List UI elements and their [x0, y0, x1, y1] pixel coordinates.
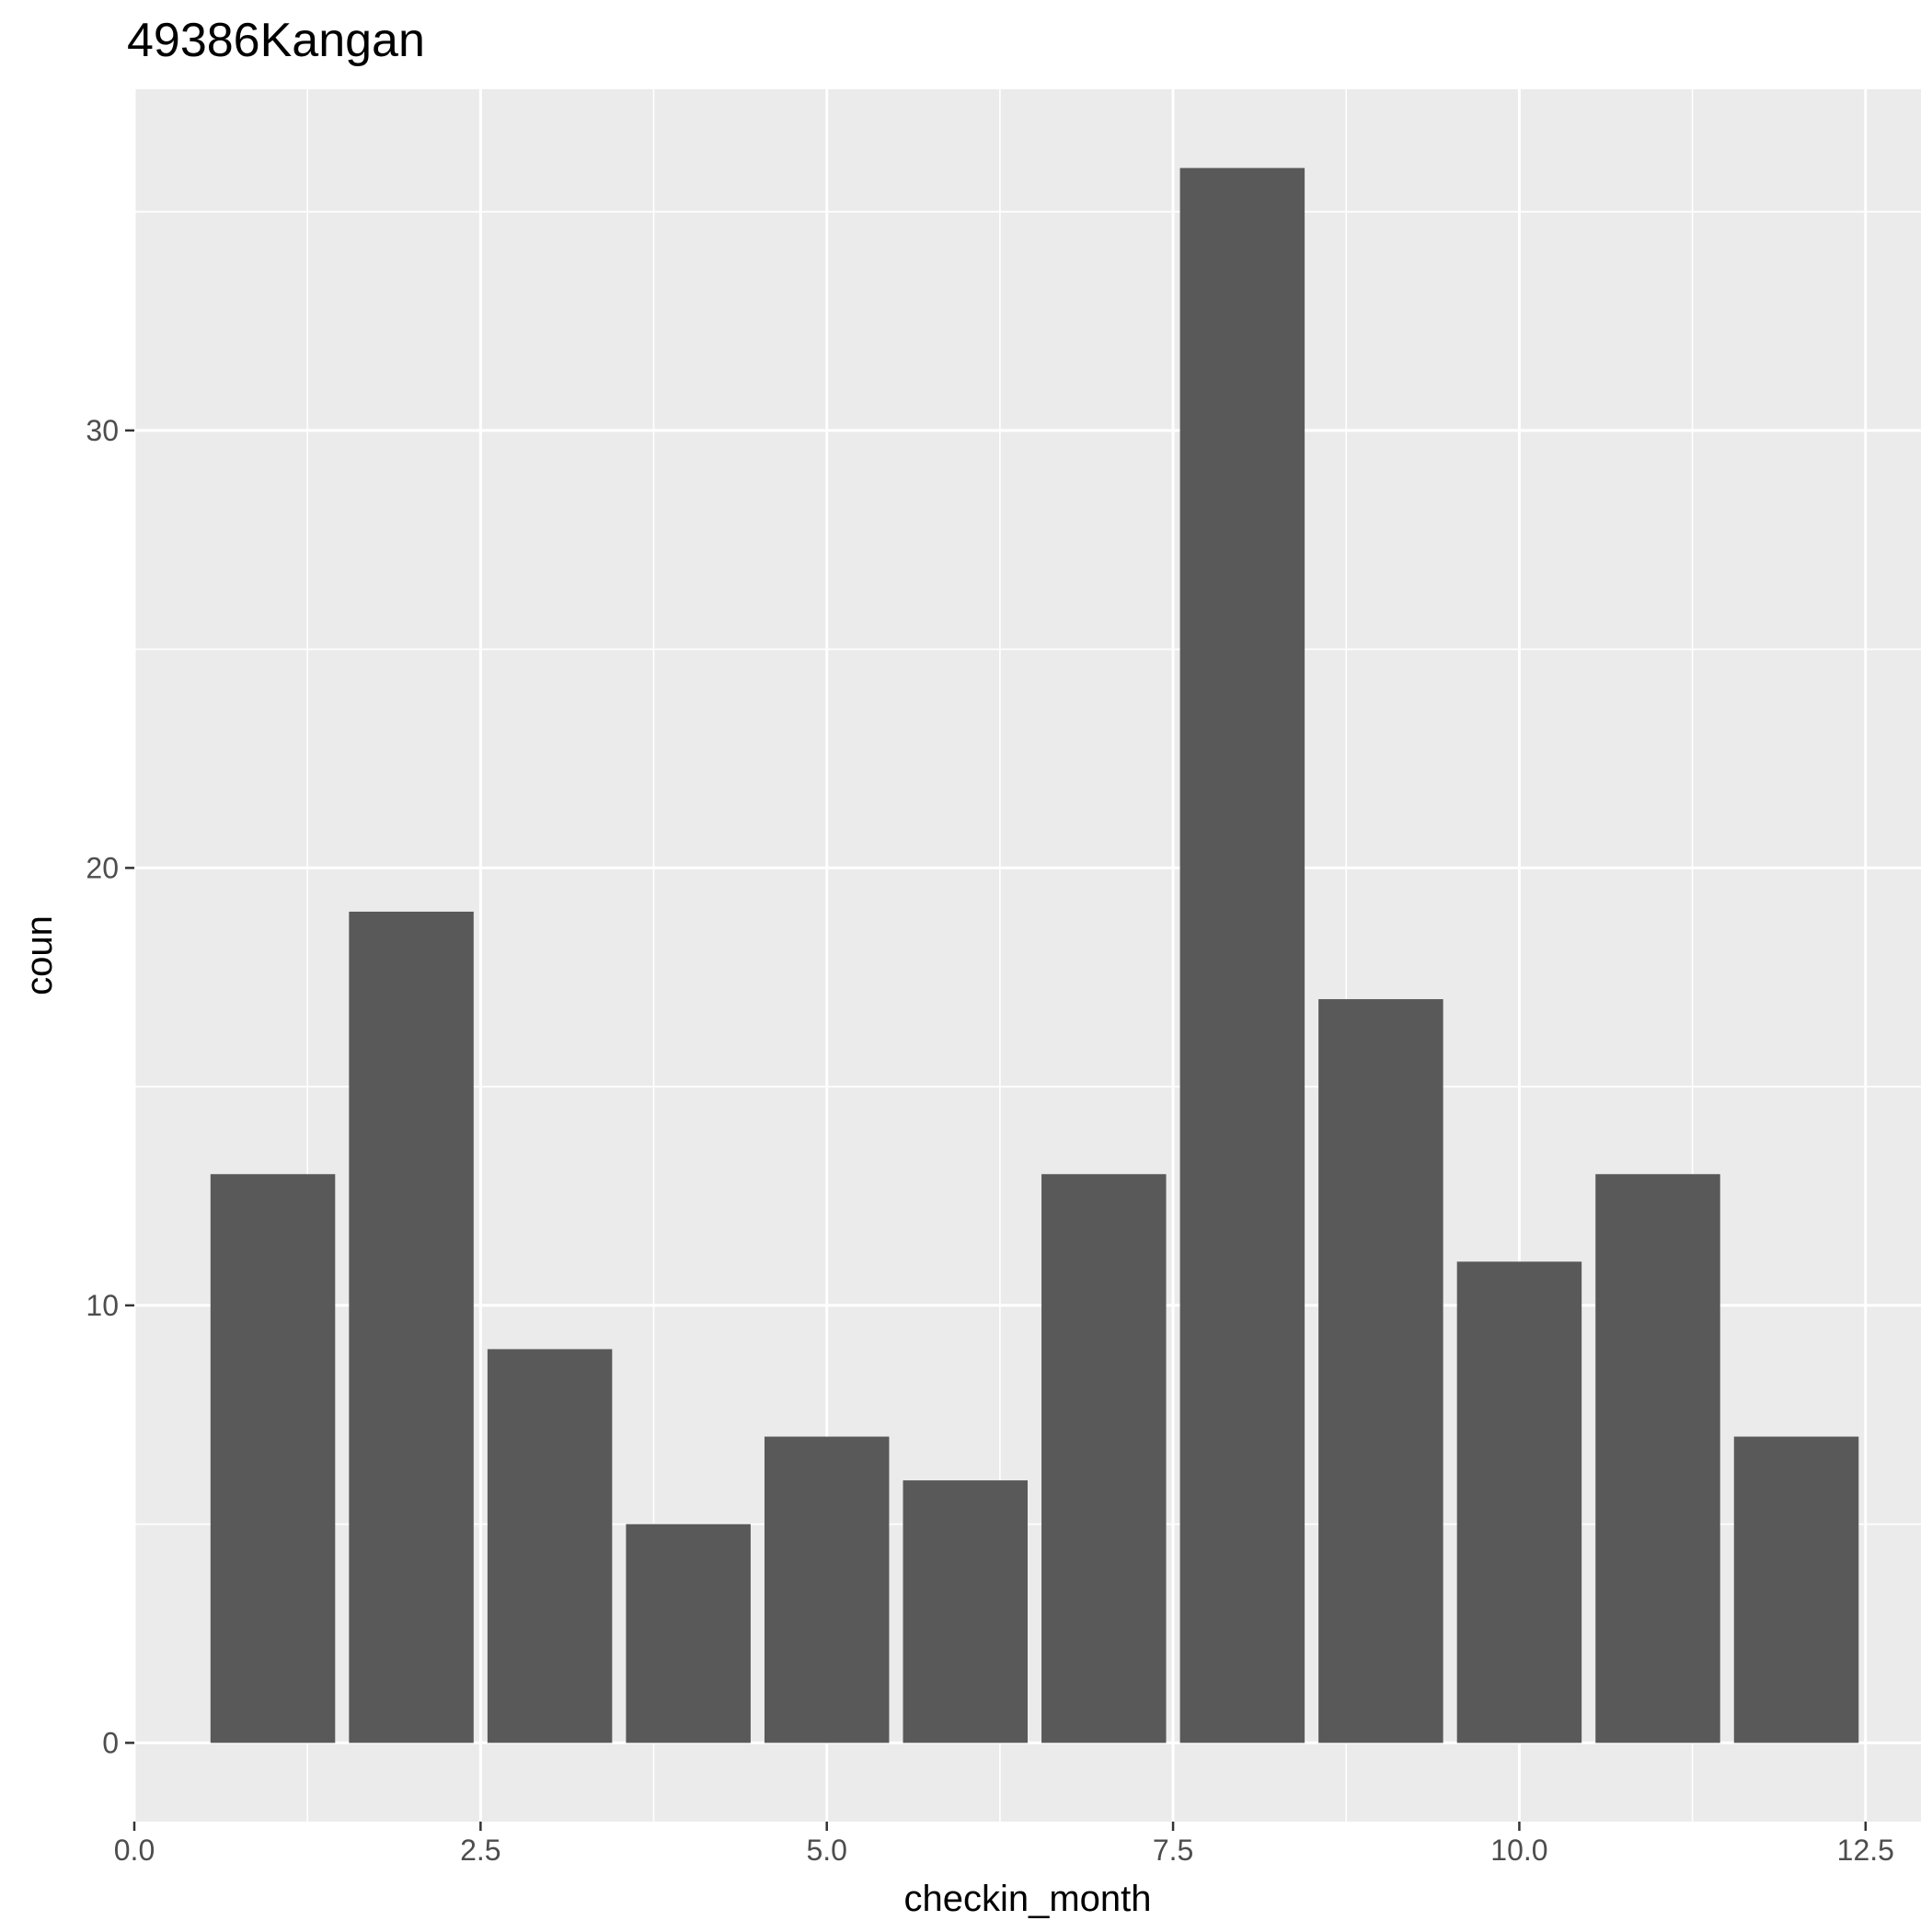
x-tick-label: 0.0: [114, 1834, 155, 1867]
x-axis-title: checkin_month: [903, 1879, 1151, 1919]
bar: [1456, 1261, 1582, 1743]
chart-title: 49386Kangan: [127, 14, 425, 67]
bar: [487, 1349, 613, 1743]
x-tick-label: 5.0: [806, 1834, 846, 1867]
bar: [903, 1480, 1028, 1743]
x-tick-label: 2.5: [460, 1834, 500, 1867]
bar: [210, 1174, 336, 1743]
y-tick-label: 20: [86, 851, 119, 884]
y-axis-title: coun: [19, 915, 60, 995]
bar: [1041, 1174, 1167, 1743]
bars: [210, 167, 1859, 1743]
x-tick-label: 7.5: [1153, 1834, 1193, 1867]
grid-lines: [132, 89, 1921, 1822]
axes: 0.0 2.5 5.0 7.5 10.0 12.5 0 10 20 30: [86, 414, 1894, 1867]
y-tick-label: 30: [86, 414, 119, 447]
bar: [626, 1524, 751, 1743]
bar: [1595, 1174, 1720, 1743]
y-tick-label: 0: [102, 1726, 119, 1759]
x-tick-label: 12.5: [1837, 1834, 1894, 1867]
bar: [764, 1436, 890, 1743]
bar: [1318, 999, 1443, 1743]
bar: [349, 911, 474, 1743]
y-tick-label: 10: [86, 1289, 119, 1322]
bar: [1179, 167, 1305, 1743]
x-tick-label: 10.0: [1490, 1834, 1547, 1867]
bar: [1733, 1436, 1859, 1743]
